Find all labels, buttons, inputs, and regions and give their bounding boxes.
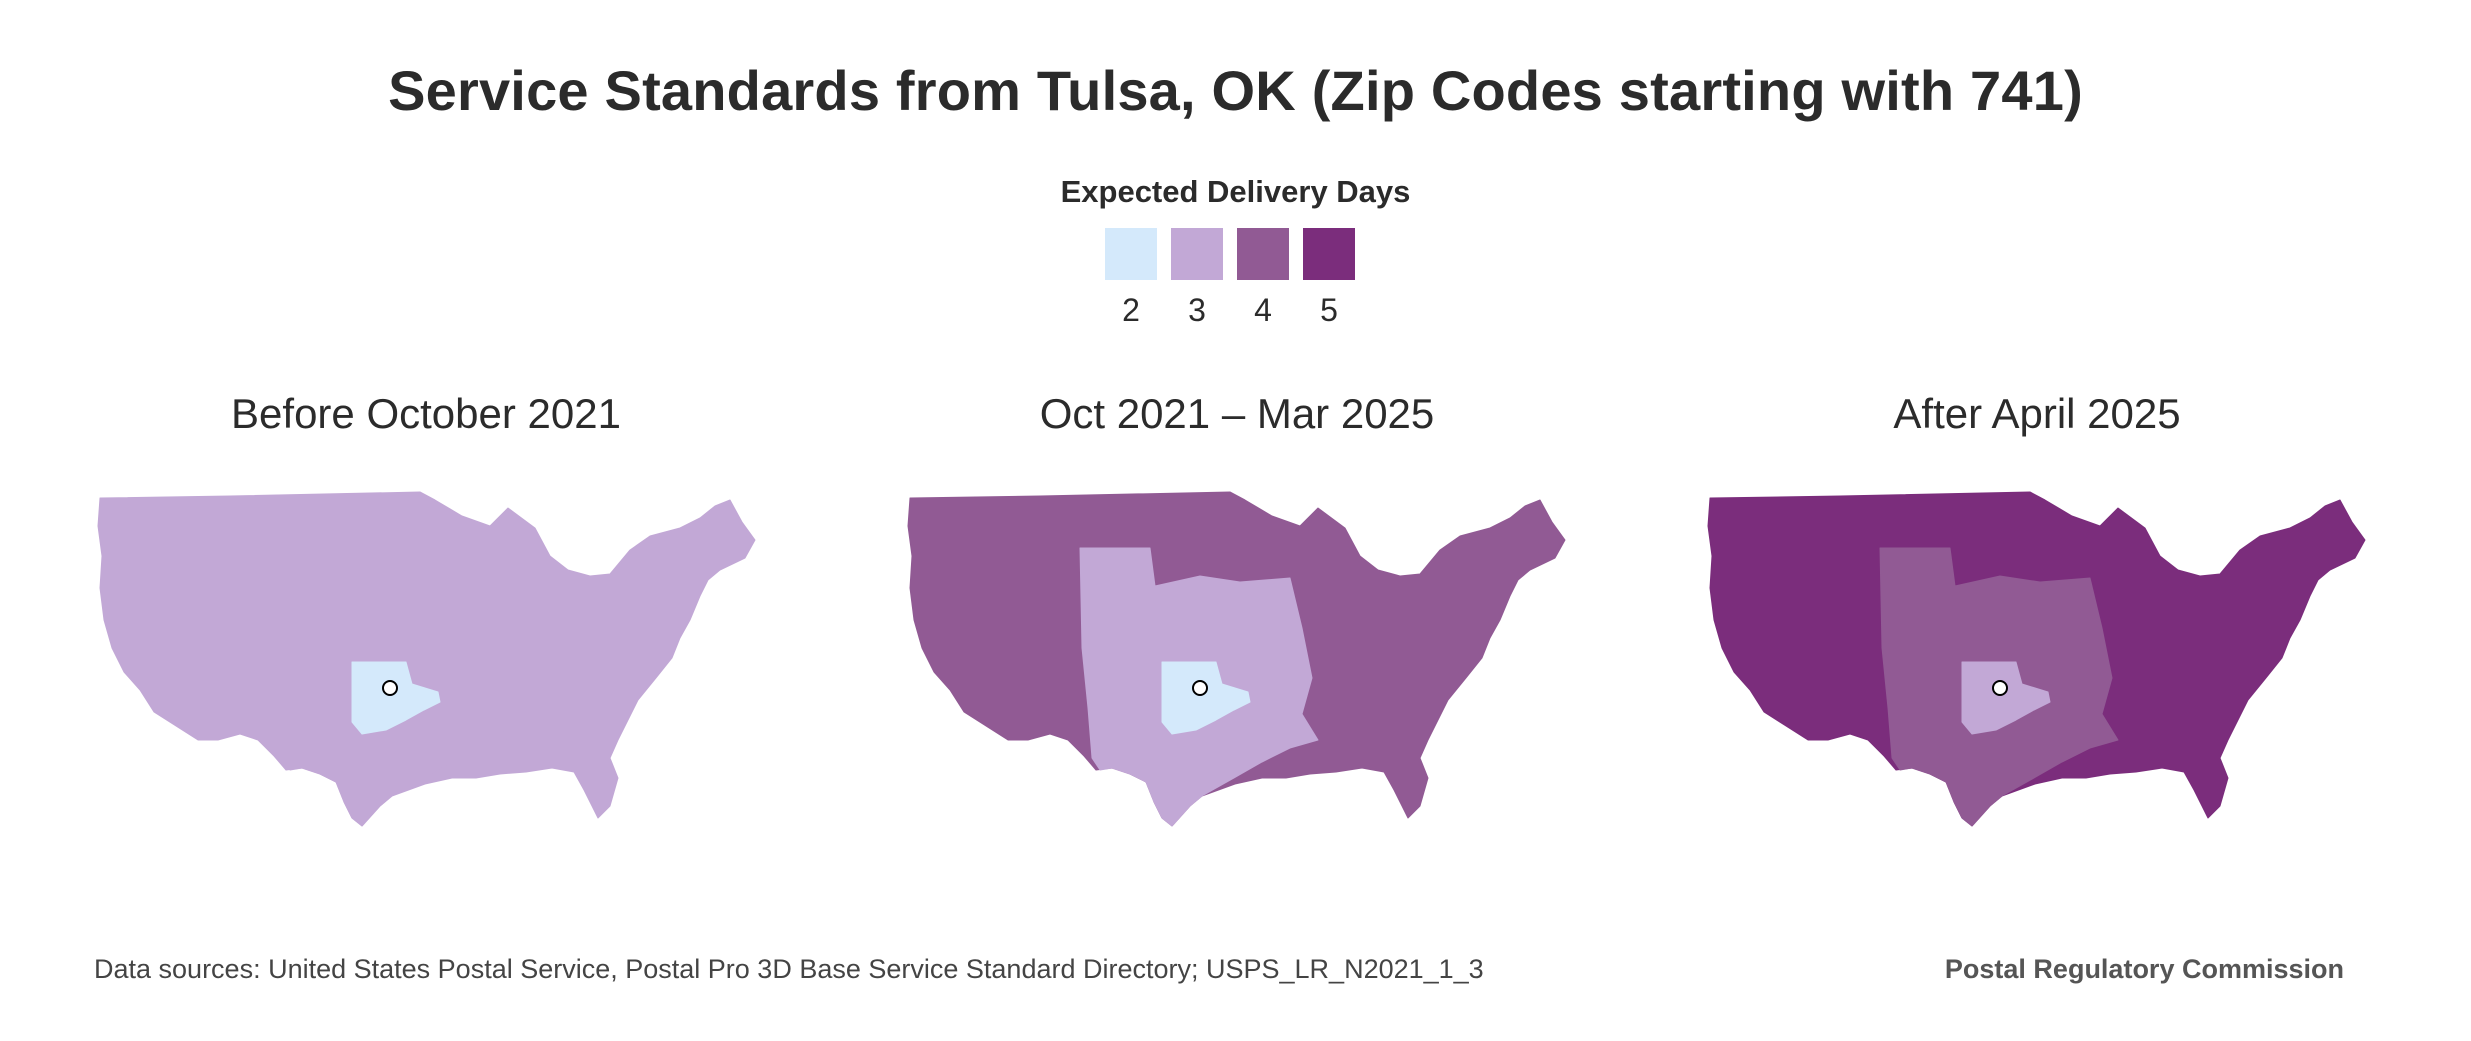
legend-swatch <box>1171 228 1223 280</box>
data-source-note: Data sources: United States Postal Servi… <box>94 954 1484 984</box>
legend-item-4: 4 <box>1237 228 1289 329</box>
legend-item-3: 3 <box>1171 228 1223 329</box>
region-origin <box>351 661 441 735</box>
legend-label: 4 <box>1254 292 1272 328</box>
page-title: Service Standards from Tulsa, OK (Zip Co… <box>388 59 2083 122</box>
legend-swatch <box>1303 228 1355 280</box>
legend-swatch <box>1105 228 1157 280</box>
map-title-after: After April 2025 <box>1893 390 2181 437</box>
map-middle <box>907 491 1566 827</box>
legend-title: Expected Delivery Days <box>1060 174 1411 209</box>
map-before <box>97 491 756 827</box>
origin-marker-icon <box>1992 680 2008 696</box>
region-origin <box>1161 661 1251 735</box>
map-after <box>1707 491 2366 827</box>
legend: 2 3 4 5 <box>1105 228 1355 329</box>
map-title-before: Before October 2021 <box>231 390 621 437</box>
map-title-middle: Oct 2021 – Mar 2025 <box>1039 390 1435 437</box>
origin-marker-icon <box>1192 680 1208 696</box>
region-origin <box>1961 661 2051 735</box>
origin-marker-icon <box>382 680 398 696</box>
legend-item-5: 5 <box>1303 228 1355 329</box>
legend-label: 5 <box>1320 292 1338 328</box>
legend-swatch <box>1237 228 1289 280</box>
legend-label: 3 <box>1188 292 1206 328</box>
legend-item-2: 2 <box>1105 228 1157 329</box>
legend-label: 2 <box>1122 292 1140 328</box>
organization-credit: Postal Regulatory Commission <box>1944 954 2344 984</box>
